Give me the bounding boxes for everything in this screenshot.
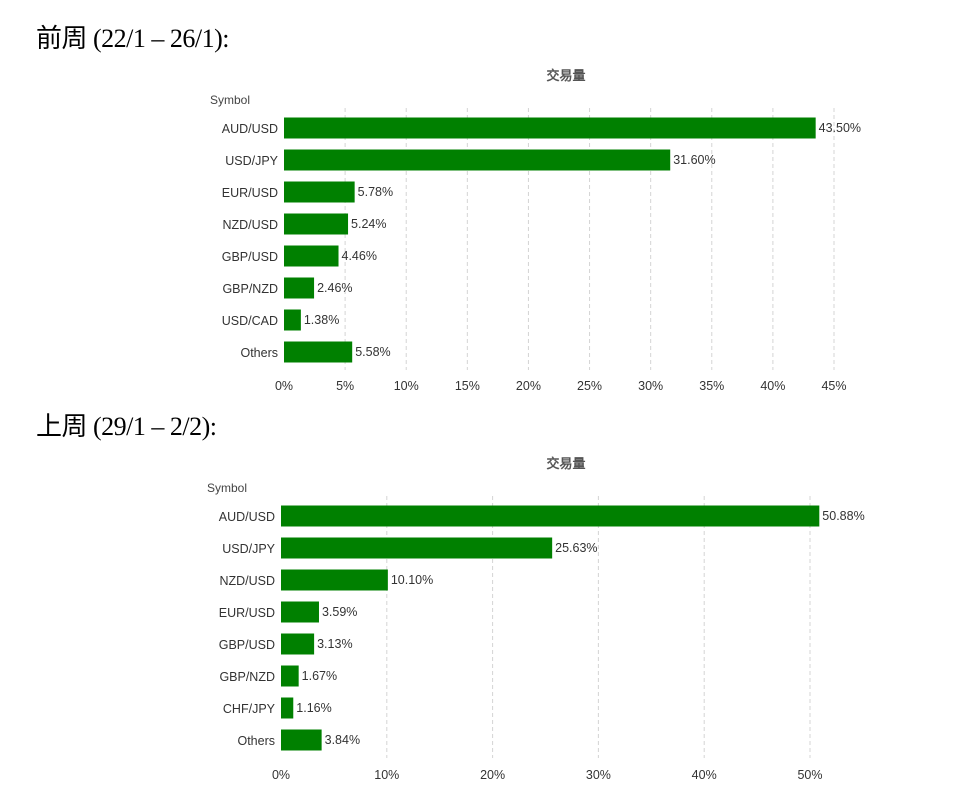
category-label: USD/JPY	[222, 542, 275, 556]
bar	[284, 309, 301, 331]
category-label: Others	[237, 734, 275, 748]
bar-chart-last-week: 交易量 Symbol 0% 10% 20% 30% 40% 50% AUD/USD 50.88% U…	[207, 456, 865, 782]
category-label: GBP/NZD	[222, 282, 278, 296]
x-tick-label: 25%	[577, 379, 602, 393]
bar-value-label: 5.58%	[355, 345, 390, 359]
x-tick-label: 0%	[272, 768, 290, 782]
bar	[281, 537, 553, 559]
category-label: EUR/USD	[219, 606, 275, 620]
bar	[281, 665, 299, 687]
bar-value-label: 5.78%	[358, 185, 393, 199]
bar-value-label: 2.46%	[317, 281, 352, 295]
bar	[281, 601, 319, 623]
category-label: Others	[240, 346, 278, 360]
bar-value-label: 4.46%	[342, 249, 377, 263]
bar-chart-previous-week: 交易量 Symbol 0% 5% 10% 15% 20% 25% 30% 35% 40% 45% AUD…	[210, 68, 861, 393]
x-tick-label: 50%	[797, 768, 822, 782]
x-tick-label: 40%	[692, 768, 717, 782]
category-label: AUD/USD	[219, 510, 275, 524]
x-tick-label: 30%	[586, 768, 611, 782]
bar	[284, 245, 339, 267]
category-label: GBP/USD	[222, 250, 278, 264]
bar-value-label: 43.50%	[819, 121, 861, 135]
x-tick-label: 5%	[336, 379, 354, 393]
chart-plot-group: 交易量 Symbol 0% 5% 10% 15% 20% 25% 30% 35% 40% 45% AUD…	[210, 68, 861, 393]
bar	[281, 569, 388, 591]
category-label: NZD/USD	[219, 574, 275, 588]
bar	[281, 697, 294, 719]
bar-value-label: 25.63%	[555, 541, 597, 555]
bar-value-label: 5.24%	[351, 217, 386, 231]
x-tick-label: 0%	[275, 379, 293, 393]
section-heading-last-week: 上周 (29/1 – 2/2):	[36, 412, 217, 441]
x-tick-label: 20%	[516, 379, 541, 393]
bar	[284, 181, 355, 203]
x-tick-label: 10%	[394, 379, 419, 393]
bar-value-label: 1.16%	[296, 701, 331, 715]
bar-value-label: 3.84%	[325, 733, 360, 747]
y-axis-label: Symbol	[210, 93, 250, 107]
x-tick-label: 15%	[455, 379, 480, 393]
category-label: EUR/USD	[222, 186, 278, 200]
x-tick-label: 35%	[699, 379, 724, 393]
x-tick-label: 30%	[638, 379, 663, 393]
category-label: USD/CAD	[222, 314, 278, 328]
bar-value-label: 31.60%	[673, 153, 715, 167]
chart-title: 交易量	[546, 68, 585, 83]
category-label: GBP/USD	[219, 638, 275, 652]
chart-plot-group: 交易量 Symbol 0% 10% 20% 30% 40% 50% AUD/USD 50.88% U…	[207, 456, 865, 782]
bar-value-label: 3.13%	[317, 637, 352, 651]
x-tick-label: 10%	[374, 768, 399, 782]
category-label: GBP/NZD	[219, 670, 275, 684]
category-label: CHF/JPY	[223, 702, 276, 716]
bar	[284, 277, 315, 299]
category-label: AUD/USD	[222, 122, 278, 136]
category-label: USD/JPY	[225, 154, 278, 168]
bar	[284, 149, 671, 171]
chart-title: 交易量	[546, 456, 585, 471]
section-heading-previous-week: 前周 (22/1 – 26/1):	[36, 24, 230, 53]
bar-value-label: 50.88%	[822, 509, 864, 523]
bar	[281, 505, 820, 527]
x-tick-label: 20%	[480, 768, 505, 782]
y-axis-label: Symbol	[207, 481, 247, 495]
bar-value-label: 3.59%	[322, 605, 357, 619]
bar-value-label: 1.38%	[304, 313, 339, 327]
x-tick-label: 45%	[821, 379, 846, 393]
category-label: NZD/USD	[222, 218, 278, 232]
bar	[284, 117, 816, 139]
bar-value-label: 1.67%	[302, 669, 337, 683]
bar	[284, 341, 353, 363]
bar	[281, 633, 315, 655]
x-tick-label: 40%	[760, 379, 785, 393]
bar	[281, 729, 322, 751]
bar	[284, 213, 349, 235]
bar-value-label: 10.10%	[391, 573, 433, 587]
